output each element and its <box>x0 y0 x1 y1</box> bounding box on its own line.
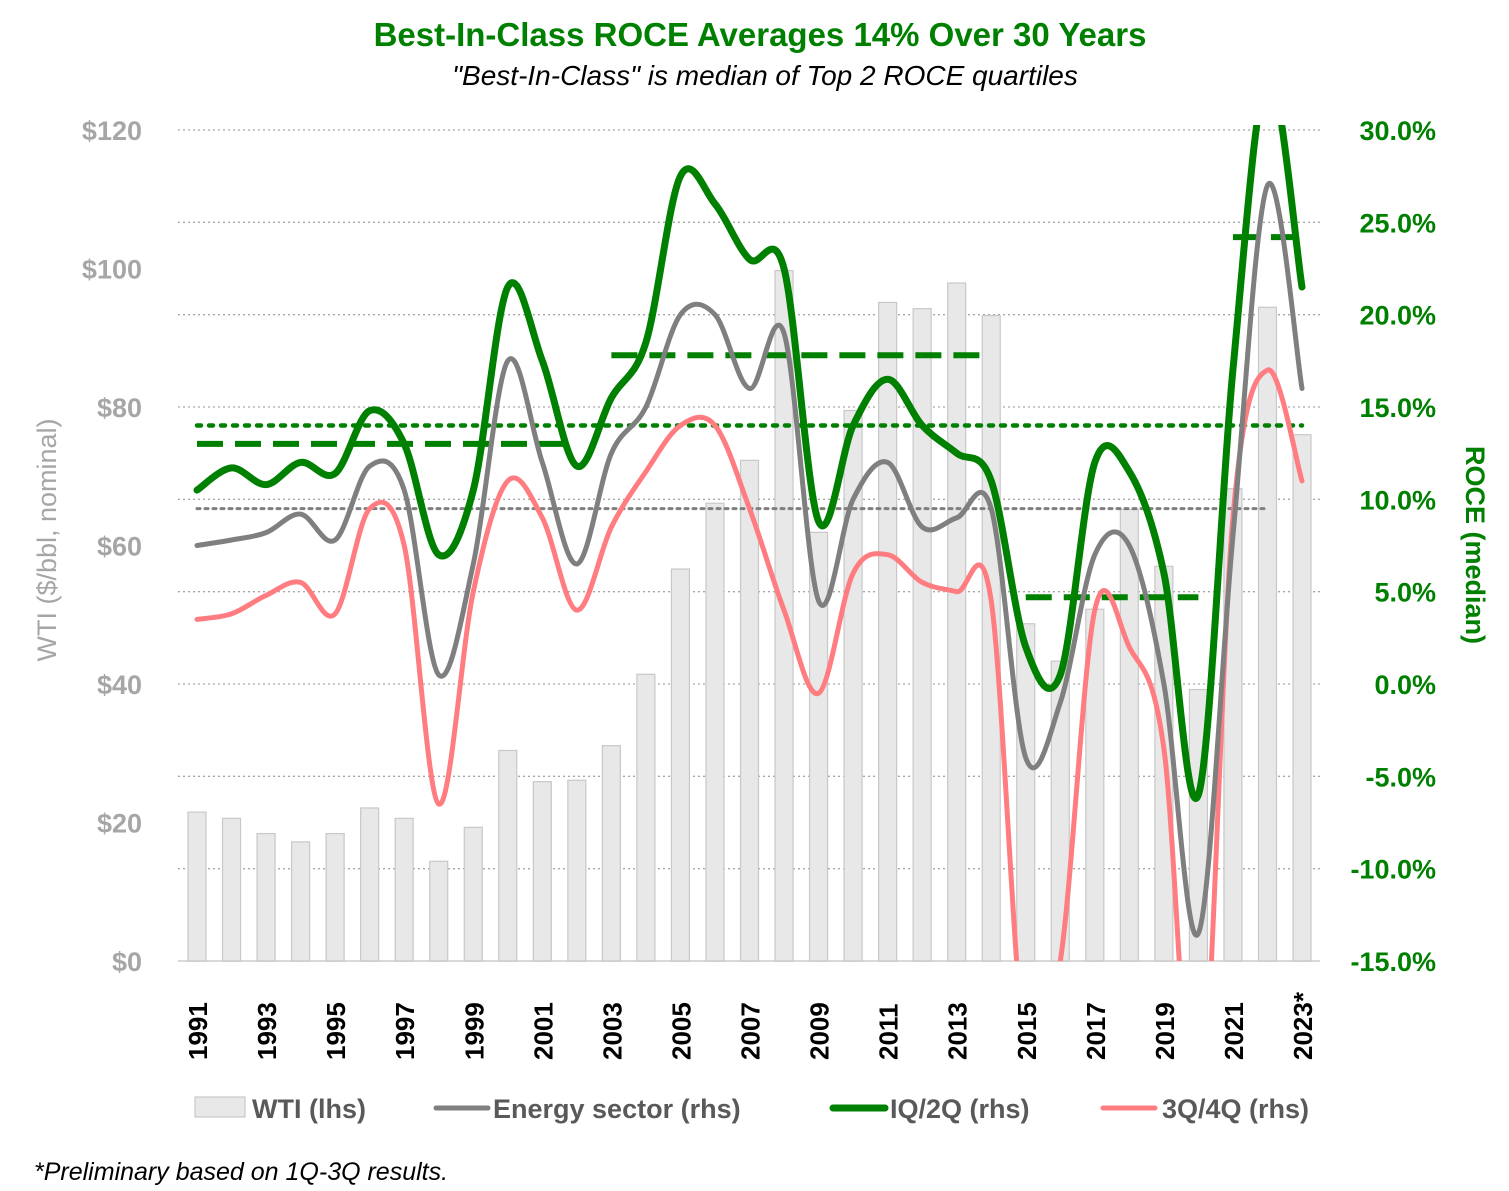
left-tick-label: $60 <box>97 532 142 562</box>
wti-bar <box>1292 434 1312 962</box>
wti-bar <box>705 502 725 962</box>
wti-bar <box>636 673 656 962</box>
right-axis: -15.0% -10.0% -5.0% 0.0% 5.0% 10.0% 15.0% 20.0%… <box>1350 116 1436 977</box>
x-tick-label: 2017 <box>1081 1002 1111 1060</box>
legend-label: WTI (lhs) <box>252 1094 366 1124</box>
wti-bar <box>498 749 518 962</box>
wti-bars <box>187 269 1312 962</box>
right-axis-title: ROCE (median) <box>1460 446 1490 644</box>
left-axis: $0 $20 $40 $60 $80 $100 $120 <box>82 116 142 977</box>
wti-bar <box>843 409 863 962</box>
right-tick-label: 0.0% <box>1374 670 1436 700</box>
right-tick-label: 30.0% <box>1359 116 1436 146</box>
x-tick-label: 2001 <box>528 1002 558 1060</box>
x-tick-label: 1993 <box>252 1002 282 1060</box>
wti-bar <box>290 841 311 962</box>
wti-bar <box>878 301 898 962</box>
wti-bar <box>221 817 242 962</box>
left-axis-title: WTI ($/bbl, nominal) <box>32 418 62 661</box>
roce-lines <box>193 125 1306 961</box>
right-tick-label: 15.0% <box>1359 393 1436 423</box>
left-tick-label: $40 <box>97 670 142 700</box>
wti-bar <box>325 832 345 962</box>
wti-bar <box>1016 623 1036 962</box>
wti-bar <box>601 745 621 962</box>
wti-bar <box>808 531 829 962</box>
legend-label: Energy sector (rhs) <box>493 1094 741 1124</box>
wti-bar <box>912 308 932 962</box>
x-tick-label: 2023* <box>1288 991 1318 1060</box>
right-tick-label: 20.0% <box>1359 301 1436 331</box>
wti-bar <box>1257 306 1278 962</box>
wti-bar <box>394 817 414 962</box>
right-tick-label: -10.0% <box>1350 855 1436 885</box>
legend-swatch-wti <box>194 1096 246 1118</box>
x-tick-label: 2013 <box>943 1002 973 1060</box>
right-tick-label: -15.0% <box>1350 947 1436 977</box>
legend-label: 3Q/4Q (rhs) <box>1162 1094 1309 1124</box>
x-tick-label: 2007 <box>736 1002 766 1060</box>
x-tick-label: 2009 <box>805 1002 835 1060</box>
wti-bar <box>739 459 760 962</box>
energy-sector-line <box>194 180 1305 938</box>
left-tick-label: $100 <box>82 255 142 285</box>
wti-bar <box>1119 508 1139 962</box>
left-tick-label: $120 <box>82 116 142 146</box>
wti-bar <box>670 568 691 962</box>
left-tick-label: $0 <box>112 947 142 977</box>
right-tick-label: 25.0% <box>1359 208 1436 238</box>
x-tick-label: 2003 <box>597 1002 627 1060</box>
x-tick-label: 2019 <box>1150 1002 1180 1060</box>
left-tick-label: $80 <box>97 393 142 423</box>
legend-label: IQ/2Q (rhs) <box>890 1094 1030 1124</box>
footnote: *Preliminary based on 1Q-3Q results. <box>34 1158 449 1186</box>
x-tick-label: 1995 <box>321 1002 351 1060</box>
right-tick-label: 10.0% <box>1359 485 1436 515</box>
wti-bar <box>463 826 483 962</box>
wti-bar <box>947 282 967 962</box>
x-tick-label: 2015 <box>1012 1002 1042 1060</box>
x-tick-label: 1997 <box>390 1002 420 1060</box>
legend: WTI (lhs) Energy sector (rhs) IQ/2Q (rhs) 3… <box>194 1094 1309 1124</box>
x-axis: 1991 1993 1995 1997 1999 2001 2003 2005 2007 2009… <box>183 991 1318 1060</box>
x-tick-label: 2005 <box>666 1002 696 1060</box>
wti-bar <box>256 832 276 962</box>
wti-bar <box>532 781 552 962</box>
wti-bar <box>567 779 587 962</box>
x-tick-label: 2011 <box>874 1004 904 1060</box>
wti-bar <box>429 860 449 962</box>
right-tick-label: -5.0% <box>1365 762 1436 792</box>
wti-bar <box>187 811 207 962</box>
left-tick-label: $20 <box>97 809 142 839</box>
x-tick-label: 2021 <box>1219 1002 1249 1060</box>
chart-title: Best-In-Class ROCE Averages 14% Over 30 … <box>373 16 1147 53</box>
wti-bar <box>360 807 380 962</box>
top-quartiles-line <box>193 125 1306 802</box>
right-tick-label: 5.0% <box>1374 578 1436 608</box>
bottom-quartiles-line <box>194 367 1305 961</box>
x-tick-label: 1999 <box>459 1002 489 1060</box>
chart-subtitle: "Best-In-Class" is median of Top 2 ROCE … <box>452 60 1078 91</box>
x-tick-label: 1991 <box>183 1002 213 1060</box>
